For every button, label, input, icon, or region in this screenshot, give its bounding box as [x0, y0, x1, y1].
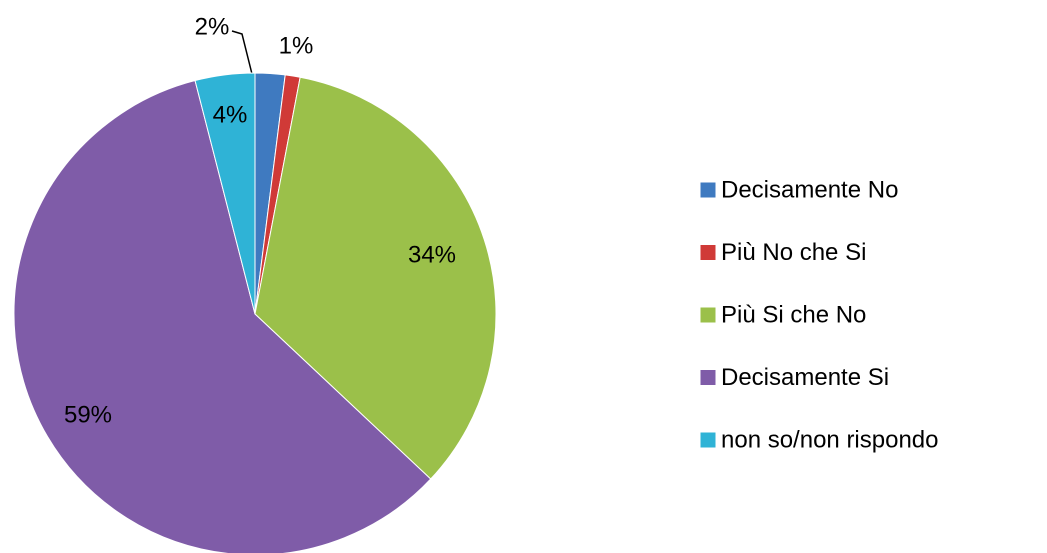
- data-label: 59%: [64, 401, 112, 428]
- pie-slice: [13, 79, 432, 553]
- legend-label: Decisamente Si: [721, 364, 889, 391]
- legend-swatch: [699, 431, 717, 449]
- legend-label: Più Si che No: [721, 301, 866, 328]
- legend-label: non so/non rispondo: [721, 426, 939, 453]
- legend-swatch: [699, 369, 717, 386]
- data-label: 2%: [195, 13, 230, 40]
- legend-swatch: [699, 181, 717, 199]
- data-label: 1%: [279, 32, 314, 59]
- legend-swatch: [699, 244, 717, 261]
- pie-slice: [254, 76, 497, 480]
- legend-swatch: [699, 306, 717, 324]
- data-label: 4%: [213, 101, 248, 128]
- data-label: 34%: [408, 241, 456, 268]
- legend-label: Decisamente No: [721, 176, 898, 203]
- pie-slice: [194, 72, 256, 315]
- leader-line: [231, 30, 253, 75]
- legend-label: Più No che Si: [721, 239, 866, 266]
